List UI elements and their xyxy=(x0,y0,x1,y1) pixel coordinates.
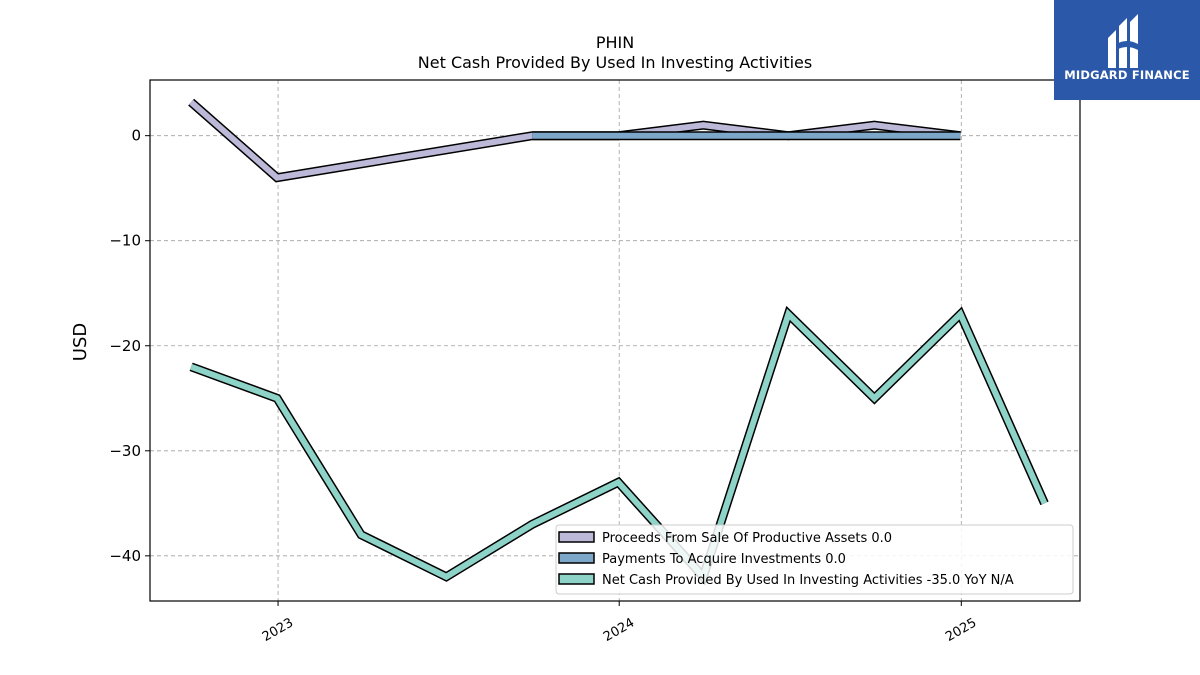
legend-label: Proceeds From Sale Of Productive Assets … xyxy=(602,531,892,546)
y-tick-label: −30 xyxy=(109,442,141,460)
logo-text: MIDGARD FINANCE xyxy=(1064,68,1190,82)
legend: Proceeds From Sale Of Productive Assets … xyxy=(555,524,1074,595)
series-lines xyxy=(188,98,1049,586)
y-axis-label: USD xyxy=(70,323,91,361)
chart-subtitle: Net Cash Provided By Used In Investing A… xyxy=(418,53,812,72)
legend-swatch xyxy=(558,531,595,543)
grid xyxy=(150,80,1080,601)
brand-logo: MIDGARD FINANCE xyxy=(1054,0,1200,100)
series-line xyxy=(189,99,961,181)
legend-label: Payments To Acquire Investments 0.0 xyxy=(602,552,846,567)
logo-mark-icon xyxy=(1108,14,1138,68)
plot-frame xyxy=(149,79,1081,602)
y-tick-label: 0 xyxy=(131,127,141,145)
chart-title: PHIN xyxy=(596,33,634,52)
y-tick-label: −40 xyxy=(109,547,141,565)
x-axis: 2023 2024 2025 xyxy=(260,601,979,645)
legend-swatch xyxy=(558,573,595,585)
series-line xyxy=(190,308,1048,583)
y-tick-label: −20 xyxy=(109,337,141,355)
legend-label: Net Cash Provided By Used In Investing A… xyxy=(602,573,1014,588)
y-axis: 0 −10 −20 −30 −40 xyxy=(109,127,150,565)
y-tick-label: −10 xyxy=(109,232,141,250)
legend-box xyxy=(555,524,1074,595)
x-tick-label: 2024 xyxy=(601,615,637,645)
legend-swatch xyxy=(558,552,595,564)
x-tick-label: 2025 xyxy=(943,615,979,645)
x-tick-label: 2023 xyxy=(260,615,296,645)
